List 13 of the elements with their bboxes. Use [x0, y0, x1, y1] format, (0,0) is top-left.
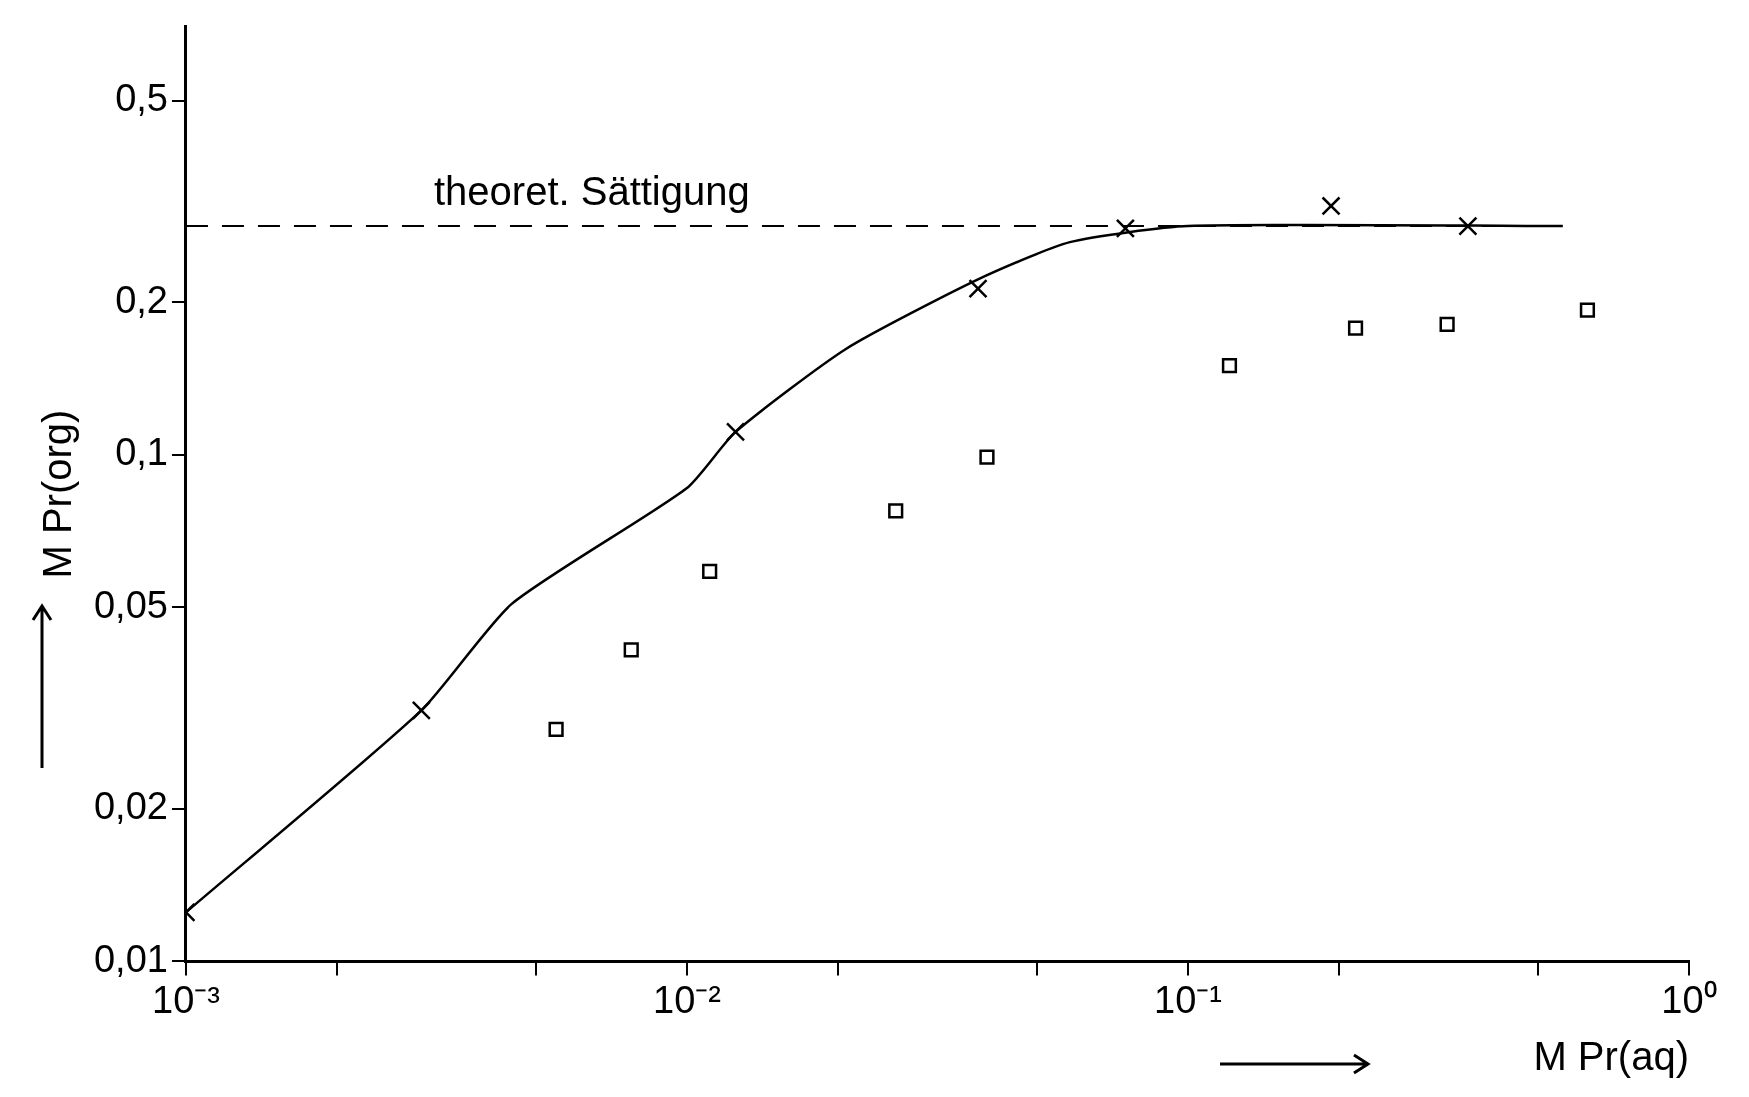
y-tick-label: 0,1 [115, 431, 168, 474]
y-tick-label: 0,05 [93, 583, 168, 626]
ref-line-label: theoret. Sättigung [433, 169, 750, 214]
x-tick-label: 10⁻¹ [1154, 978, 1222, 1021]
x-tick-label: 10⁻³ [152, 978, 220, 1021]
y-axis-title: M Pr(org) [35, 409, 80, 579]
y-tick-label: 0,02 [93, 785, 168, 828]
x-axis-title: M Pr(aq) [1533, 1034, 1689, 1079]
y-tick-label: 0,2 [115, 278, 168, 321]
y-tick-label: 0,5 [115, 77, 168, 120]
y-tick-label: 0,01 [93, 937, 168, 980]
x-tick-label: 10⁰ [1661, 978, 1717, 1021]
x-tick-label: 10⁻² [653, 978, 721, 1021]
